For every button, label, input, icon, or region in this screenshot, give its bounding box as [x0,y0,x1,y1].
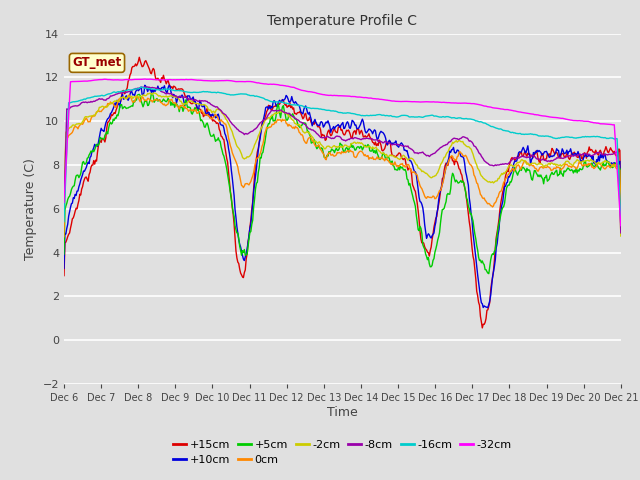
+10cm [60,265,68,271]
-16cm [159,87,167,93]
-8cm [159,89,167,95]
0cm [60,234,68,240]
-8cm [313,131,321,136]
0cm [159,102,167,108]
-8cm [480,158,488,164]
+15cm [389,153,397,158]
+15cm [479,325,486,331]
0cm [313,143,321,149]
Title: Temperature Profile C: Temperature Profile C [268,14,417,28]
-16cm [60,219,68,225]
-2cm [150,90,158,96]
-16cm [138,84,146,90]
+15cm [136,54,143,60]
+10cm [617,216,625,222]
+10cm [159,85,167,91]
Line: 0cm: 0cm [64,95,621,237]
+10cm [313,121,321,127]
+15cm [481,320,489,325]
+15cm [617,210,625,216]
-2cm [480,176,488,182]
-8cm [144,84,152,90]
+5cm [159,96,167,102]
Legend: +15cm, +10cm, +5cm, 0cm, -2cm, -8cm, -16cm, -32cm: +15cm, +10cm, +5cm, 0cm, -2cm, -8cm, -16… [168,435,516,469]
0cm [617,211,625,217]
-32cm [389,98,397,104]
+10cm [433,211,440,216]
+5cm [617,222,625,228]
0cm [204,113,212,119]
Line: +5cm: +5cm [64,94,621,274]
Text: GT_met: GT_met [72,56,122,70]
-8cm [433,148,440,154]
-16cm [433,113,440,119]
-16cm [617,217,625,223]
-16cm [204,89,212,95]
+15cm [204,111,212,117]
-2cm [204,106,212,112]
-2cm [433,171,440,177]
+5cm [389,163,397,168]
0cm [125,92,133,98]
-16cm [313,106,321,111]
+5cm [485,271,493,276]
0cm [480,195,488,201]
-8cm [389,142,397,147]
Line: +10cm: +10cm [64,85,621,308]
-32cm [204,78,212,84]
-2cm [60,214,68,220]
+10cm [484,305,492,311]
Line: -32cm: -32cm [64,79,621,226]
0cm [433,194,440,200]
-32cm [159,77,167,83]
-32cm [433,99,440,105]
0cm [389,162,397,168]
Line: -8cm: -8cm [64,87,621,233]
+10cm [141,83,148,88]
-32cm [617,223,625,228]
-32cm [313,90,321,96]
+15cm [313,122,321,128]
+5cm [204,123,212,129]
+5cm [433,242,440,248]
X-axis label: Time: Time [327,406,358,419]
+10cm [480,303,488,309]
+5cm [148,91,156,96]
-2cm [313,140,321,145]
+10cm [204,109,212,115]
-2cm [159,94,167,99]
-16cm [480,120,488,126]
+5cm [480,262,488,267]
Y-axis label: Temperature (C): Temperature (C) [24,158,37,260]
+5cm [313,146,321,152]
-8cm [60,205,68,211]
+15cm [433,214,440,219]
Line: +15cm: +15cm [64,57,621,328]
-8cm [204,100,212,106]
-16cm [389,114,397,120]
-32cm [60,200,68,205]
-32cm [480,103,488,109]
Line: -2cm: -2cm [64,93,621,236]
-2cm [389,153,397,159]
+5cm [60,251,68,257]
-2cm [617,233,625,239]
+15cm [159,72,167,78]
Line: -16cm: -16cm [64,87,621,222]
+10cm [389,141,397,146]
-32cm [140,76,148,82]
-8cm [617,230,625,236]
+15cm [60,273,68,278]
